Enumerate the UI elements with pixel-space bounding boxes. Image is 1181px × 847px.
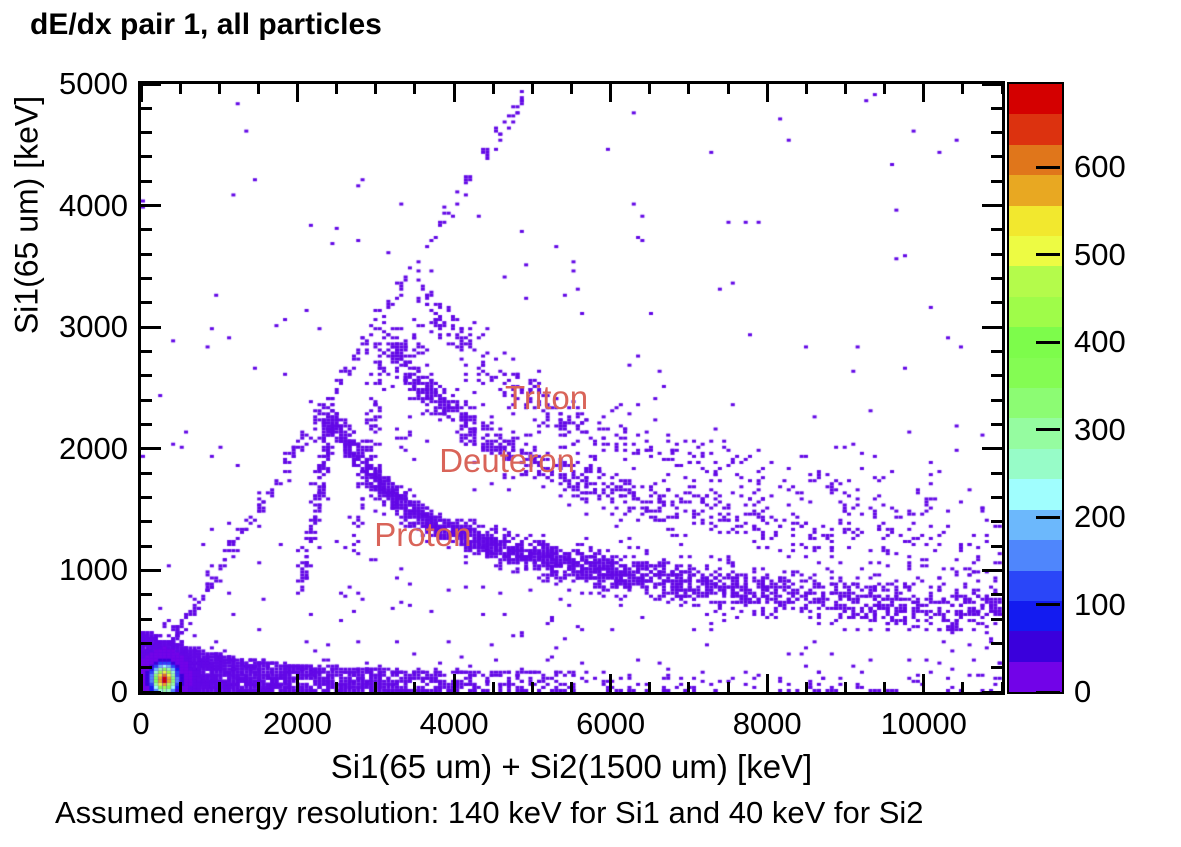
colorbar-frame <box>1007 82 1064 694</box>
x-axis-title: Si1(65 um) + Si2(1500 um) [keV] <box>330 748 813 785</box>
x-tick-label: 6000 <box>576 706 646 741</box>
x-tick-label: 2000 <box>263 706 333 741</box>
colorbar-tick-label: 100 <box>1074 586 1126 622</box>
colorbar-tick-label: 400 <box>1074 324 1126 360</box>
colorbar-band <box>1009 175 1062 206</box>
colorbar-band <box>1009 661 1062 693</box>
chart-title: dE/dx pair 1, all particles <box>30 8 382 41</box>
colorbar-tick-label: 200 <box>1074 499 1126 535</box>
colorbar-band <box>1009 448 1062 480</box>
colorbar-tick-label: 300 <box>1074 411 1126 447</box>
colorbar-band <box>1009 114 1062 145</box>
y-tick-label: 4000 <box>59 187 128 223</box>
figure-caption: Assumed energy resolution: 140 keV for S… <box>55 795 924 830</box>
colorbar-band <box>1009 418 1062 449</box>
colorbar-tick-label: 600 <box>1074 149 1126 185</box>
colorbar-band <box>1009 357 1062 389</box>
colorbar-band <box>1009 388 1062 419</box>
colorbar-tick-label: 500 <box>1074 236 1126 272</box>
x-tick-label: 0 <box>132 706 150 741</box>
colorbar-tick-label: 0 <box>1074 674 1092 709</box>
y-tick-label: 0 <box>110 674 128 709</box>
annotation-proton: Proton <box>374 516 472 554</box>
y-tick-label: 5000 <box>59 66 128 101</box>
colorbar-band <box>1009 631 1062 662</box>
colorbar-band <box>1009 144 1062 176</box>
x-tick-label: 8000 <box>732 706 802 741</box>
annotation-deuteron: Deuteron <box>439 441 575 479</box>
colorbar-band <box>1009 570 1062 601</box>
colorbar <box>1009 84 1062 693</box>
plot-canvas <box>141 84 1002 692</box>
colorbar-band <box>1009 236 1062 267</box>
x-tick-label: 10000 <box>880 706 967 741</box>
colorbar-band <box>1009 479 1062 510</box>
colorbar-band <box>1009 84 1062 115</box>
y-tick-label: 1000 <box>59 552 128 588</box>
x-tick-label: 4000 <box>419 706 489 741</box>
annotation-triton: Triton <box>504 378 589 416</box>
y-tick-label: 2000 <box>59 430 128 466</box>
colorbar-band <box>1009 509 1062 541</box>
plot-frame <box>138 81 1005 695</box>
colorbar-band <box>1009 296 1062 328</box>
colorbar-band <box>1009 540 1062 571</box>
colorbar-band <box>1009 266 1062 297</box>
colorbar-band <box>1009 205 1062 237</box>
y-tick-label: 3000 <box>59 309 128 345</box>
